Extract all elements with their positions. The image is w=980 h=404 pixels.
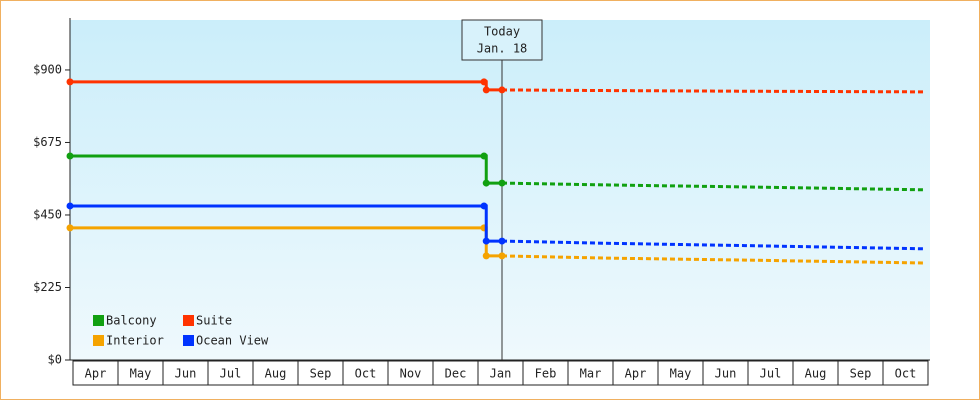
legend-swatch — [183, 335, 194, 346]
today-label: Jan. 18 — [477, 42, 528, 56]
x-tick-label: May — [670, 367, 692, 381]
today-label: Today — [484, 25, 520, 39]
point — [498, 179, 506, 187]
x-tick-label: Mar — [580, 367, 602, 381]
x-tick-label: Jul — [760, 367, 782, 381]
x-tick-label: Aug — [265, 367, 287, 381]
point — [482, 86, 490, 94]
x-tick-label: Jun — [715, 367, 737, 381]
x-tick-label: Sep — [310, 367, 332, 381]
x-tick-label: Sep — [850, 367, 872, 381]
x-tick-label: Jan — [490, 367, 512, 381]
point — [480, 202, 488, 210]
point — [66, 78, 74, 86]
point — [482, 179, 490, 187]
plot-area — [70, 20, 930, 360]
point — [66, 202, 74, 210]
point — [498, 86, 506, 94]
x-tick-label: Jul — [220, 367, 242, 381]
y-tick-label: $225 — [33, 280, 62, 294]
x-tick-label: Oct — [895, 367, 917, 381]
point — [482, 252, 490, 260]
y-tick-label: $675 — [33, 135, 62, 149]
y-tick-label: $900 — [33, 62, 62, 76]
legend-swatch — [93, 315, 104, 326]
point — [480, 152, 488, 160]
point — [480, 78, 488, 86]
today-box — [461, 19, 543, 61]
point — [482, 237, 490, 245]
y-tick-label: $450 — [33, 207, 62, 221]
y-tick-label: $0 — [48, 353, 62, 367]
point — [66, 152, 74, 160]
x-tick-label: Dec — [445, 367, 467, 381]
x-tick-label: Nov — [400, 367, 422, 381]
x-tick-label: Apr — [85, 367, 107, 381]
x-tick-label: May — [130, 367, 152, 381]
x-tick-label: Apr — [625, 367, 647, 381]
x-axis-box — [72, 360, 929, 386]
legend-swatch — [93, 335, 104, 346]
legend-swatch — [183, 315, 194, 326]
x-tick-label: Aug — [805, 367, 827, 381]
point — [66, 224, 74, 232]
legend-label: Interior — [106, 334, 164, 348]
x-tick-label: Oct — [355, 367, 377, 381]
point — [498, 237, 506, 245]
x-tick-label: Feb — [535, 367, 557, 381]
legend-label: Balcony — [106, 314, 157, 328]
point — [498, 252, 506, 260]
legend-label: Ocean View — [196, 334, 269, 348]
legend-label: Suite — [196, 314, 232, 328]
x-tick-label: Jun — [175, 367, 197, 381]
